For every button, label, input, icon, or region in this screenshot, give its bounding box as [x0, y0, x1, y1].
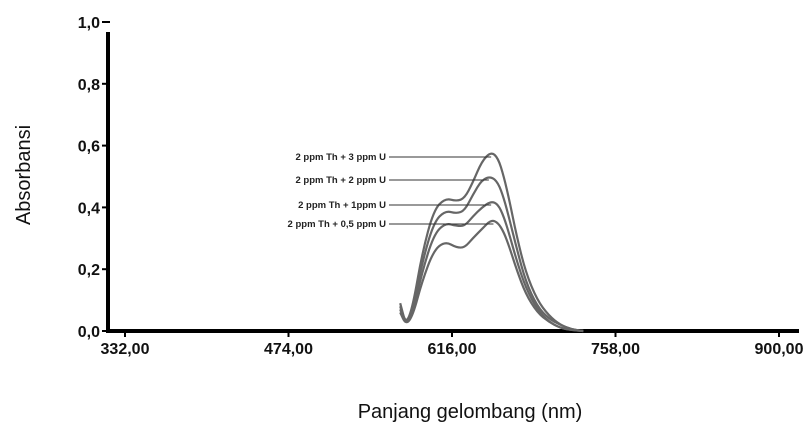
- x-tick-label: 474,00: [264, 341, 313, 358]
- spectrum-line-3: [399, 201, 584, 333]
- y-axis-title: Absorbansi: [13, 125, 35, 225]
- x-tick-label: 900,00: [755, 341, 804, 358]
- annotation-label: 2 ppm Th + 3 ppm U: [295, 152, 386, 163]
- x-axis-title: Panjang gelombang (nm): [358, 401, 583, 423]
- y-tick-label: 0,2: [78, 262, 100, 279]
- annotation-label: 2 ppm Th + 0,5 ppm U: [288, 219, 387, 230]
- y-tick-label: 0,0: [78, 324, 100, 341]
- y-tick-label: 1,0: [78, 15, 100, 32]
- y-tick-label: 0,8: [78, 77, 100, 94]
- axes: [106, 32, 799, 333]
- spectrum-line-4: [399, 219, 584, 333]
- annotation-label: 2 ppm Th + 2 ppm U: [295, 175, 386, 186]
- y-tick-label: 0,4: [78, 200, 100, 217]
- annotations: 2 ppm Th + 3 ppm U 2 ppm Th + 2 ppm U 2 pp…: [288, 152, 494, 230]
- x-tick-label: 616,00: [428, 341, 477, 358]
- ticks: 0,0 0,2 0,4 0,6 0,8 1,0 332,00 474,00 616,00 758,…: [78, 15, 804, 358]
- x-tick-label: 332,00: [101, 341, 150, 358]
- spectrum-line-1: [399, 152, 584, 333]
- annotation-label: 2 ppm Th + 1ppm U: [298, 200, 386, 211]
- x-tick-label: 758,00: [591, 341, 640, 358]
- y-tick-label: 0,6: [78, 139, 100, 156]
- spectrum-line-2: [399, 176, 584, 333]
